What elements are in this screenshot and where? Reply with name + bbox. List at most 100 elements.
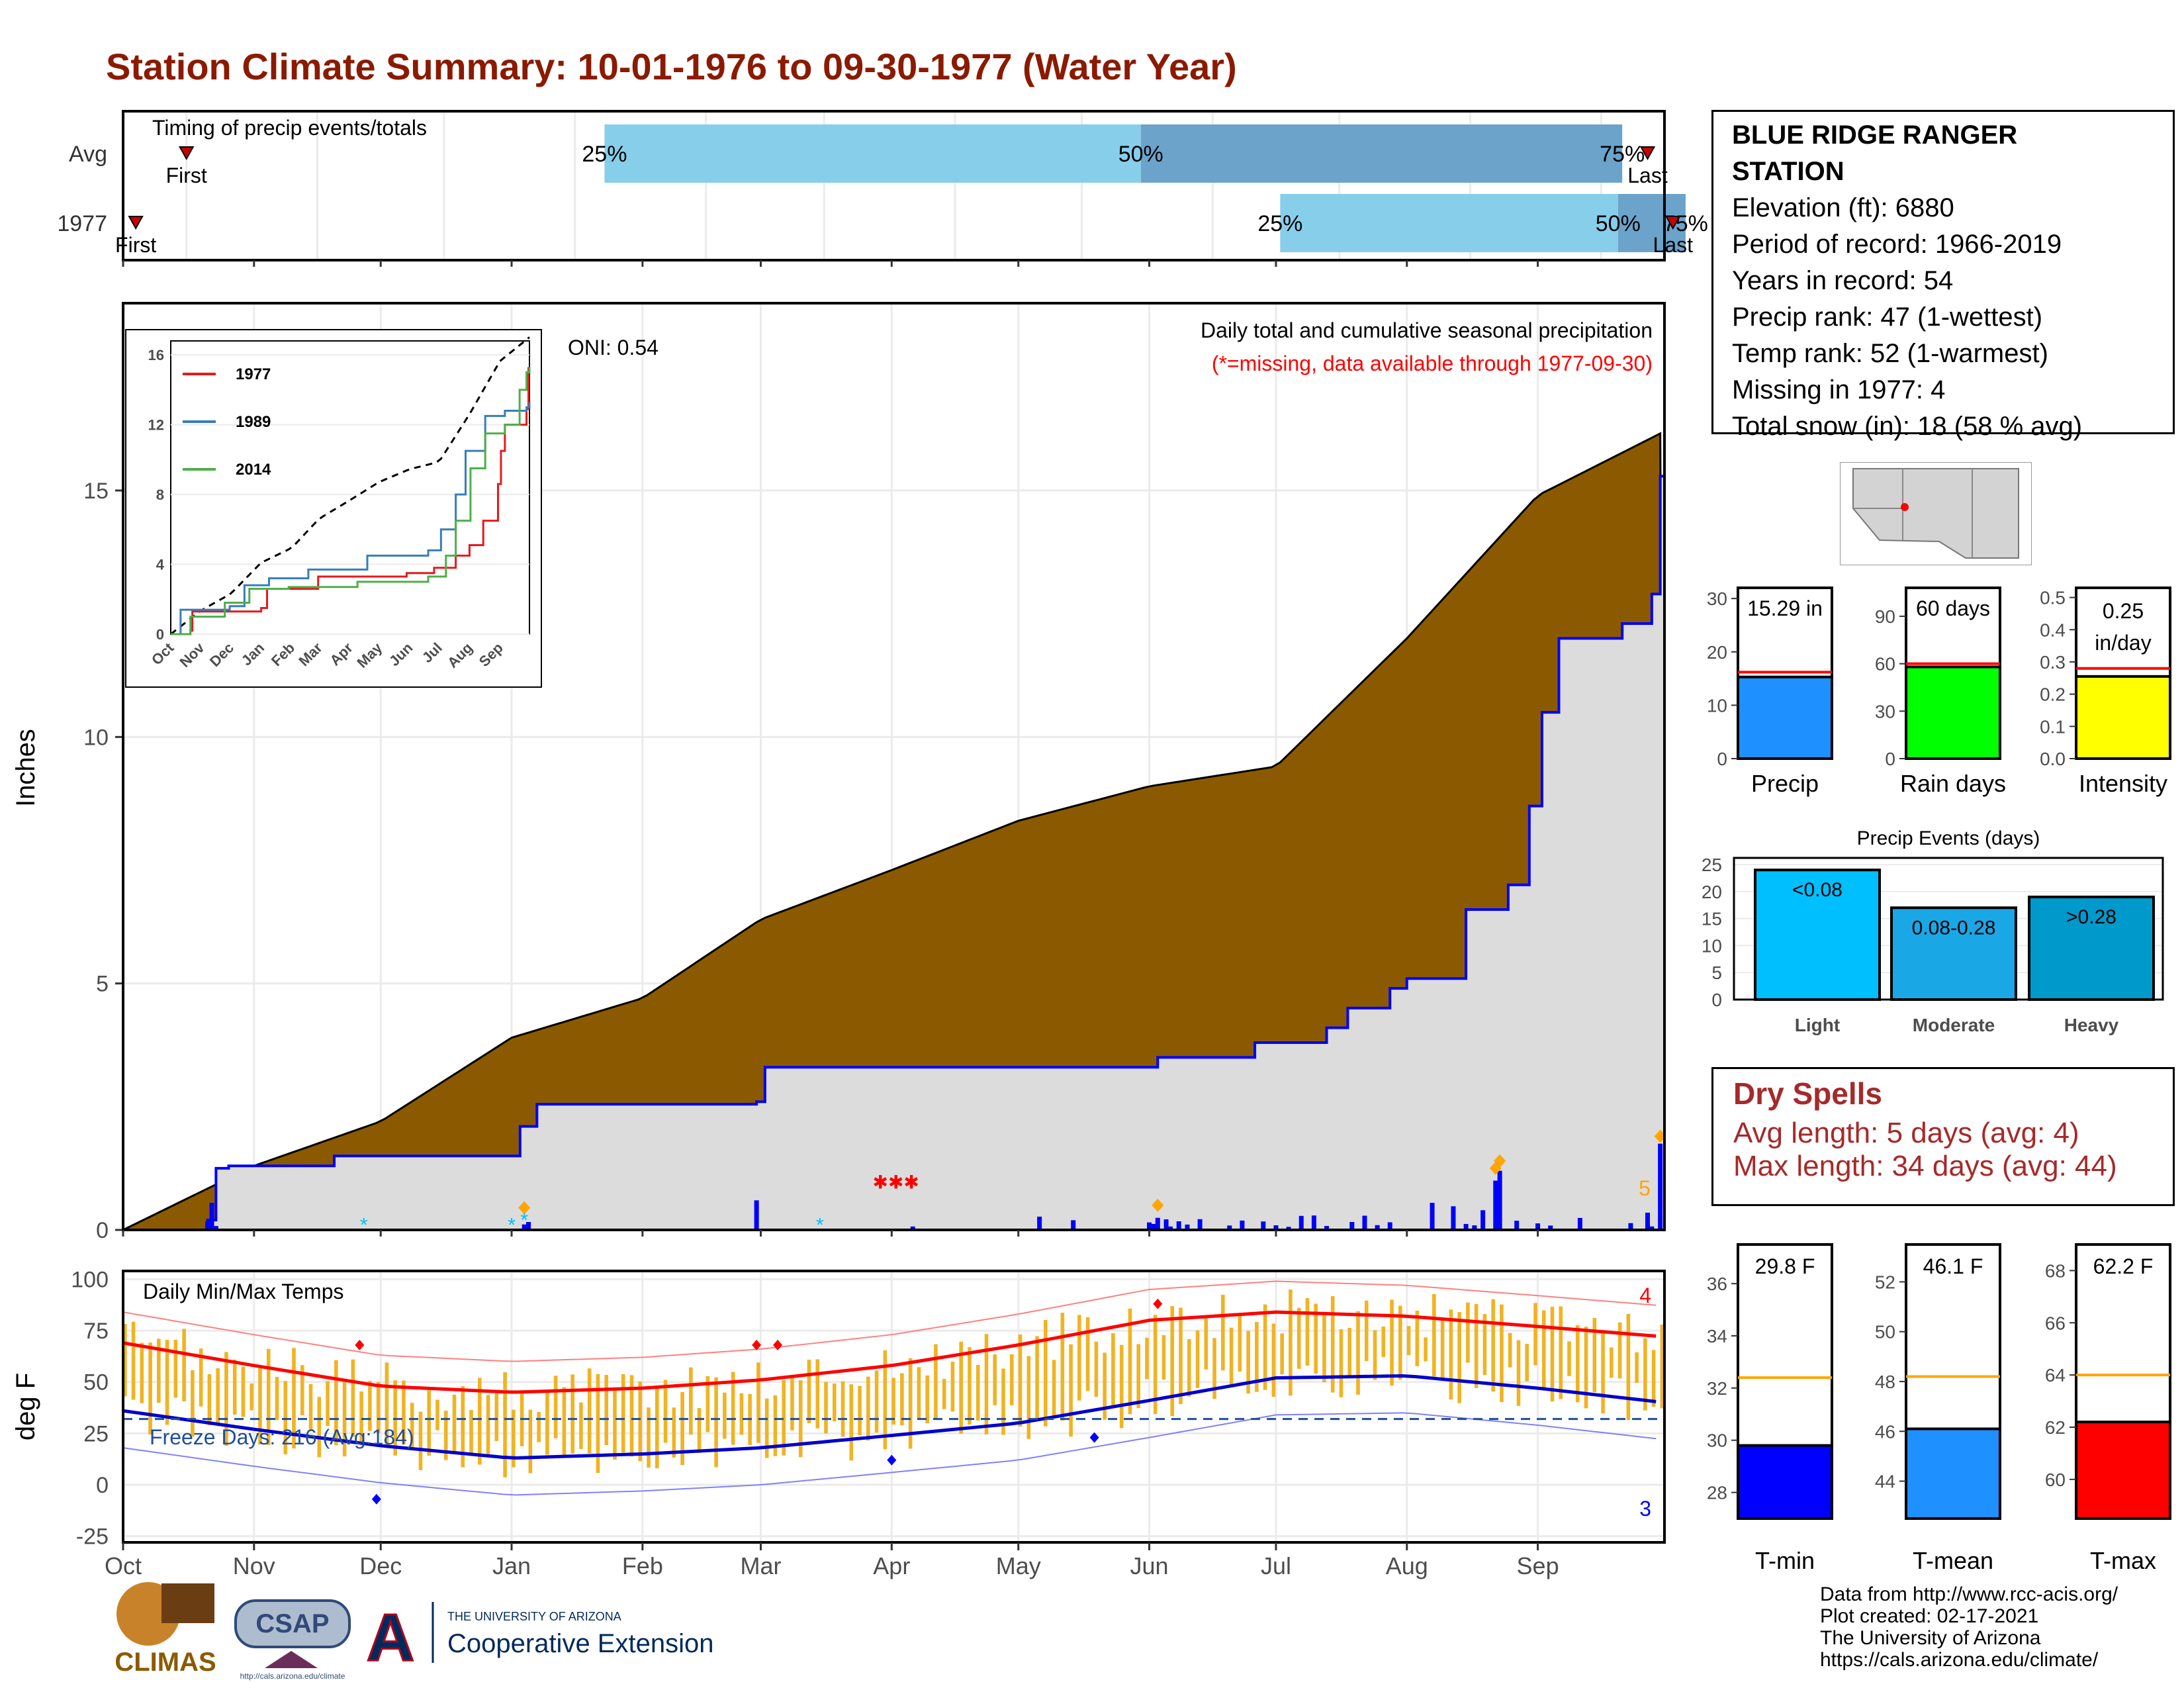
record-max-marker [1153, 1298, 1163, 1309]
daily-temp-bar [1330, 1296, 1335, 1393]
oni-value: ONI: 0.54 [568, 336, 659, 359]
temp-bar-y-tick-label: 60 [2045, 1470, 2066, 1490]
daily-temp-bar [1314, 1303, 1318, 1374]
events-y-tick-label: 20 [1702, 882, 1722, 902]
daily-temp-bar [1052, 1360, 1056, 1417]
daily-precip-bar [1628, 1223, 1633, 1230]
daily-temp-bar [351, 1359, 355, 1437]
ua-a-logo: A [367, 1601, 414, 1675]
temp-y-tick-label: -25 [76, 1524, 109, 1550]
daily-temp-bar [1584, 1327, 1588, 1409]
timing-q50-label: 50% [1596, 211, 1641, 236]
precip-y-axis-label: Inches [11, 729, 40, 807]
timing-q25-label: 25% [1257, 211, 1302, 236]
climas-logo-text: CLIMAS [114, 1648, 216, 1677]
daily-temp-bar [368, 1381, 372, 1431]
summary-y-tick-label: 60 [1875, 654, 1895, 675]
daily-temp-bar [1229, 1327, 1234, 1386]
daily-temp-bar [1398, 1305, 1402, 1380]
precip-y-tick-label: 5 [96, 972, 109, 997]
temp-bar-y-tick-label: 64 [2045, 1365, 2066, 1385]
daily-temp-bar [503, 1372, 507, 1477]
daily-temp-bar [308, 1383, 313, 1430]
daily-temp-bar [1145, 1337, 1149, 1380]
temp-y-tick-label: 0 [96, 1473, 109, 1498]
temp-bar-y-tick-label: 66 [2045, 1313, 2066, 1333]
temp-bar-value: 46.1 F [1923, 1254, 1983, 1278]
daily-temp-bar [1212, 1338, 1216, 1399]
summary-y-tick-label: 0.5 [2040, 588, 2066, 608]
daily-temp-bar [1263, 1304, 1267, 1390]
daily-temp-bar [1221, 1294, 1225, 1371]
record-max-marker [773, 1339, 783, 1350]
daily-precip-bar [522, 1224, 527, 1230]
daily-temp-bar [1651, 1350, 1656, 1407]
avg-max-line [122, 1310, 1657, 1394]
temp-y-tick-label: 100 [71, 1267, 109, 1292]
daily-temp-bar [1347, 1327, 1352, 1376]
temp-bar-label: T-mean [1913, 1547, 1993, 1574]
daily-temp-bar [1026, 1356, 1031, 1439]
daily-temp-bar [714, 1377, 718, 1468]
year-cumulative-precip-area [123, 475, 1666, 1231]
daily-precip-bar [526, 1222, 531, 1230]
daily-precip-bar [1286, 1227, 1291, 1230]
daily-temp-bar [1592, 1317, 1597, 1393]
daily-temp-bar [925, 1375, 929, 1424]
daily-temp-bar [1424, 1337, 1428, 1362]
daily-temp-bar [815, 1359, 820, 1429]
daily-temp-bar [621, 1374, 625, 1453]
daily-temp-bar [1255, 1321, 1259, 1392]
daily-temp-bar [393, 1380, 397, 1456]
daily-temp-bar [545, 1391, 549, 1455]
csap-logo-cloud [234, 1599, 351, 1648]
daily-temp-bar [1500, 1304, 1504, 1403]
daily-temp-bar [1474, 1303, 1479, 1388]
daily-precip-bar [1324, 1226, 1330, 1230]
daily-temp-bar [874, 1370, 879, 1433]
footer-line3: The University of Arizona [1820, 1627, 2041, 1649]
events-bar-range: 0.08-0.28 [1912, 917, 1996, 939]
events-title: Precip Events (days) [1857, 827, 2040, 849]
daily-temp-bar [647, 1407, 651, 1468]
inset-avg-line [170, 336, 530, 635]
timing-q50-label: 50% [1118, 142, 1163, 167]
daily-temp-bar [849, 1384, 854, 1461]
daily-temp-bar [1406, 1326, 1411, 1356]
events-y-tick-label: 25 [1702, 855, 1722, 875]
daily-temp-bar [672, 1407, 676, 1458]
daily-temp-bar [587, 1368, 592, 1454]
daily-temp-bar [494, 1393, 499, 1441]
daily-temp-bar [832, 1383, 837, 1422]
daily-precip-bar [1298, 1215, 1304, 1230]
inset-series-line [171, 367, 531, 635]
precip-panel-border [122, 302, 1666, 1231]
daily-precip-bar [1480, 1210, 1486, 1230]
daily-precip-bar [1451, 1206, 1456, 1230]
daily-precip-bar [1261, 1221, 1266, 1230]
summary-y-tick-label: 90 [1875, 606, 1895, 627]
daily-temp-bar [1077, 1315, 1081, 1401]
daily-temp-bar [1128, 1308, 1132, 1415]
snow-count: 5 [1639, 1176, 1651, 1200]
temp-bar-y-tick-label: 34 [1707, 1326, 1727, 1346]
daily-temp-bar [579, 1402, 583, 1449]
ua-logo-big-text: Cooperative Extension [447, 1629, 713, 1658]
daily-temp-bar [537, 1411, 541, 1442]
daily-precip-bar [754, 1200, 759, 1230]
footer-line1: Data from http://www.rcc-acis.org/ [1820, 1583, 2118, 1605]
snow-marker [1489, 1161, 1502, 1175]
temp-bar-y-tick-label: 62 [2045, 1417, 2066, 1438]
last-event-marker [1639, 146, 1656, 161]
daily-temp-bar [1508, 1333, 1512, 1368]
daily-temp-bar [199, 1348, 203, 1407]
events-y-tick-label: 15 [1702, 909, 1722, 929]
freeze-days-label: Freeze Days: 216 (Avg:184) [150, 1425, 414, 1449]
daily-temp-bar [697, 1408, 702, 1453]
daily-precip-bar [1163, 1219, 1169, 1230]
events-bar-label: Heavy [2064, 1015, 2119, 1035]
inset-plot-area [170, 340, 530, 635]
daily-temp-bar [883, 1350, 887, 1450]
daily-precip-bar [1493, 1180, 1498, 1230]
temp-bar-y-tick-label: 50 [1875, 1322, 1895, 1342]
